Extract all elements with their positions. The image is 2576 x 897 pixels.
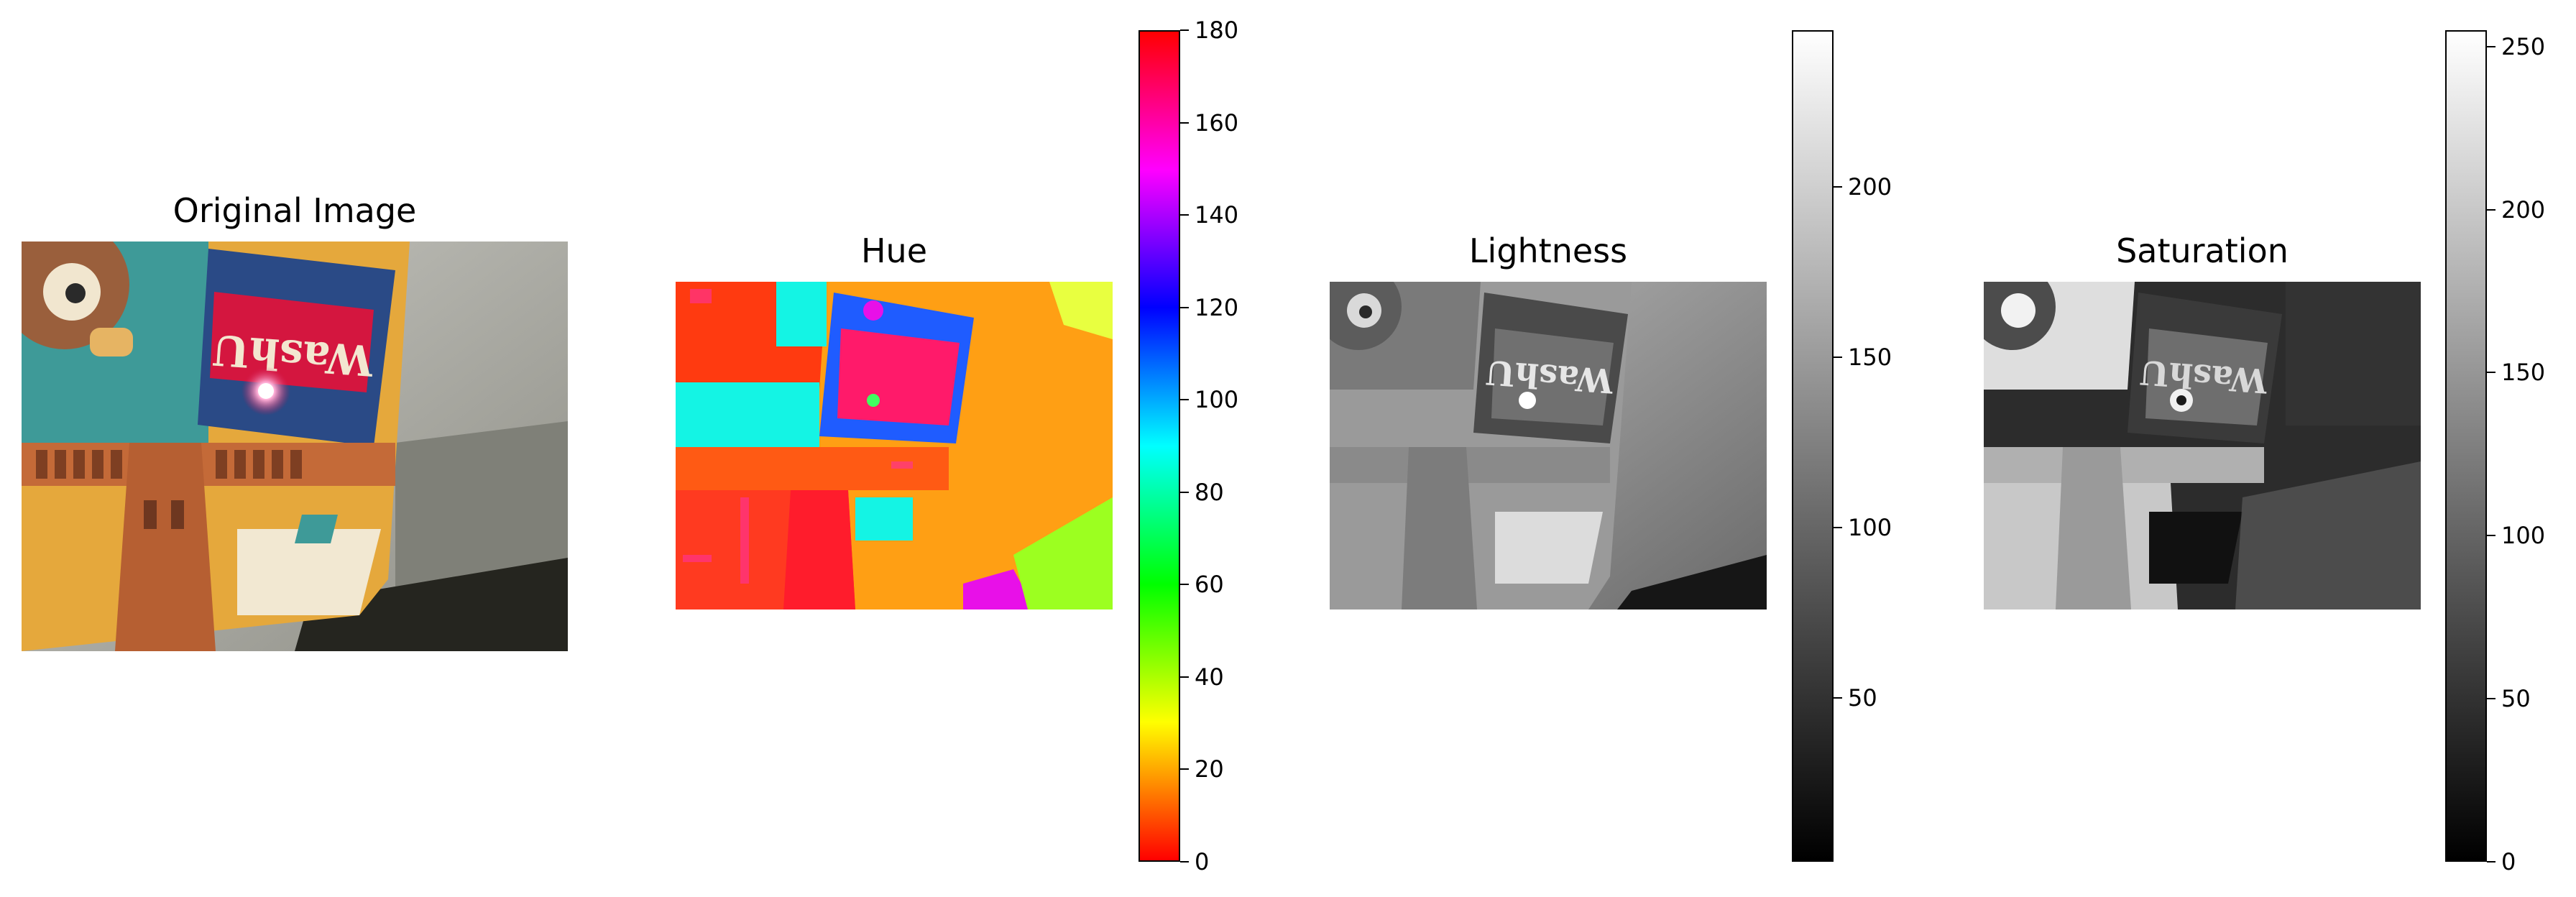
saturation-title: Saturation bbox=[2116, 231, 2288, 270]
saturation-image: WashU bbox=[1984, 282, 2421, 610]
hue-colorbar-tick-label: 120 bbox=[1195, 293, 1239, 321]
hue-colorbar-tick-label: 60 bbox=[1195, 571, 1224, 599]
lightness-colorbar-tick-label: 50 bbox=[1848, 684, 1877, 712]
hue-colorbar-tick-label: 100 bbox=[1195, 386, 1239, 414]
saturation-colorbar-tick-label: 250 bbox=[2501, 32, 2546, 60]
saturation-colorbar-tick-label: 0 bbox=[2501, 848, 2516, 875]
saturation-colorbar-tick-label: 200 bbox=[2501, 196, 2546, 224]
hue-colorbar-tick-label: 180 bbox=[1195, 17, 1239, 44]
hue-image bbox=[676, 282, 1113, 610]
lightness-image: WashU bbox=[1330, 282, 1767, 610]
lightness-colorbar bbox=[1792, 30, 1834, 862]
washu-logo-text: WashU bbox=[211, 325, 375, 385]
lightness-colorbar-tick-label: 200 bbox=[1848, 173, 1892, 201]
saturation-colorbar-tick bbox=[2487, 208, 2496, 211]
hue-colorbar-tick bbox=[1180, 121, 1189, 124]
lightness-colorbar-tick bbox=[1834, 527, 1842, 529]
lightness-colorbar-tick-label: 150 bbox=[1848, 344, 1892, 372]
washu-logo-text-lightness: WashU bbox=[1485, 353, 1615, 400]
original-image: WashU bbox=[22, 242, 568, 651]
hue-colorbar-tick-label: 80 bbox=[1195, 478, 1224, 506]
hue-colorbar-tick-label: 40 bbox=[1195, 663, 1224, 691]
lightness-colorbar-tick bbox=[1834, 186, 1842, 188]
hue-colorbar-tick bbox=[1180, 768, 1189, 770]
hue-title: Hue bbox=[860, 231, 928, 270]
hue-colorbar-tick bbox=[1180, 399, 1189, 401]
hue-colorbar-tick bbox=[1180, 491, 1189, 493]
hue-colorbar-tick-label: 0 bbox=[1195, 848, 1210, 875]
saturation-colorbar-tick-label: 150 bbox=[2501, 359, 2546, 387]
saturation-colorbar-tick bbox=[2487, 698, 2496, 700]
hue-colorbar bbox=[1138, 30, 1180, 862]
lightness-colorbar-tick bbox=[1834, 356, 1842, 359]
hue-colorbar-tick bbox=[1180, 29, 1189, 31]
saturation-colorbar-tick-label: 100 bbox=[2501, 522, 2546, 550]
saturation-colorbar bbox=[2445, 30, 2487, 862]
lightness-colorbar-tick-label: 100 bbox=[1848, 514, 1892, 542]
hue-colorbar-tick bbox=[1180, 306, 1189, 308]
saturation-colorbar-tick bbox=[2487, 535, 2496, 537]
saturation-colorbar-tick bbox=[2487, 372, 2496, 374]
hue-colorbar-tick-label: 20 bbox=[1195, 755, 1224, 783]
hue-colorbar-tick bbox=[1180, 584, 1189, 586]
original-image-title: Original Image bbox=[172, 191, 417, 230]
hue-colorbar-tick bbox=[1180, 861, 1189, 862]
hue-colorbar-tick-label: 160 bbox=[1195, 109, 1239, 137]
hue-colorbar-tick-label: 140 bbox=[1195, 201, 1239, 229]
hue-colorbar-tick bbox=[1180, 214, 1189, 216]
saturation-colorbar-tick-label: 50 bbox=[2501, 685, 2531, 713]
saturation-colorbar-tick bbox=[2487, 861, 2496, 862]
lightness-title: Lightness bbox=[1468, 231, 1628, 270]
saturation-colorbar-tick bbox=[2487, 45, 2496, 47]
lightness-colorbar-tick bbox=[1834, 697, 1842, 699]
hue-colorbar-tick bbox=[1180, 676, 1189, 678]
washu-logo-text-saturation: WashU bbox=[2139, 353, 2269, 400]
